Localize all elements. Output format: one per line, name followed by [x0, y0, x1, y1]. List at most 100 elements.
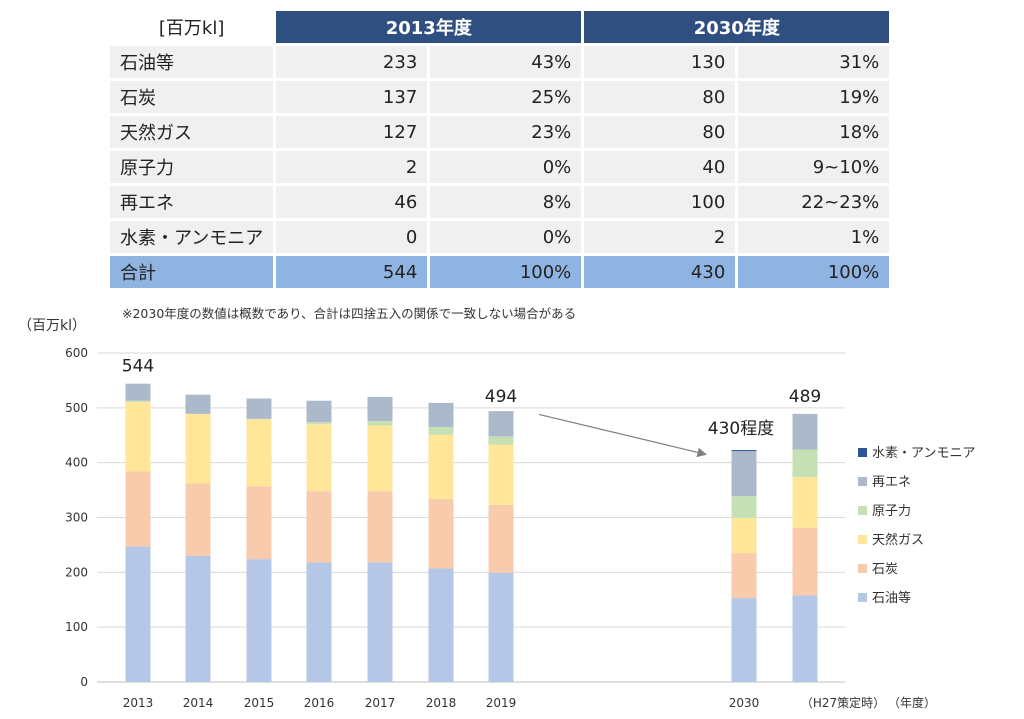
value-2013: 233	[276, 46, 428, 78]
legend-swatch	[858, 593, 867, 602]
x-tick-label: 2015	[244, 696, 275, 710]
value-2030: 80	[584, 116, 736, 148]
y-axis-unit-label: （百万kl）	[18, 318, 86, 334]
total-value-label: 544	[122, 357, 154, 377]
x-tick-label: 2018	[426, 696, 457, 710]
bar-segment	[185, 483, 211, 556]
trend-arrow	[538, 413, 707, 458]
value-2013: 127	[276, 116, 428, 148]
legend-swatch	[858, 564, 867, 573]
bar-segment	[246, 486, 272, 560]
table-row: 再エネ 46 8% 100 22~23%	[110, 186, 890, 218]
x-tick-label: 2013	[123, 696, 154, 710]
total-share-2013: 100%	[430, 256, 582, 288]
row-label: 再エネ	[110, 186, 274, 218]
share-2030: 19%	[738, 81, 890, 113]
legend-label: 天然ガス	[872, 532, 924, 548]
bar-segment	[488, 504, 514, 573]
bar-segment	[185, 394, 211, 414]
bar-segment	[125, 546, 151, 682]
bar-segment	[731, 518, 757, 554]
share-2030: 9~10%	[738, 151, 890, 183]
x-tick-label: 2016	[304, 696, 335, 710]
share-2030: 22~23%	[738, 186, 890, 218]
bar-segment	[488, 436, 514, 445]
bar-segment	[792, 413, 818, 450]
bar-segment	[792, 595, 818, 682]
value-2013: 137	[276, 81, 428, 113]
value-2030: 100	[584, 186, 736, 218]
bar-segment	[246, 419, 272, 487]
bar-segment	[185, 555, 211, 682]
bar-segment	[246, 398, 272, 419]
table-row: 水素・アンモニア 0 0% 2 1%	[110, 221, 890, 253]
value-2030: 80	[584, 81, 736, 113]
share-2013: 0%	[430, 221, 582, 253]
total-value-2013: 544	[276, 256, 428, 288]
total-value-label: 494	[485, 387, 517, 407]
x-axis-unit-label: （年度）	[888, 695, 936, 710]
legend-label: 水素・アンモニア	[872, 446, 975, 461]
bar-segment	[428, 498, 454, 569]
row-label: 原子力	[110, 151, 274, 183]
value-2013: 2	[276, 151, 428, 183]
total-label: 合計	[110, 256, 274, 288]
bar-segment	[367, 420, 393, 426]
share-2030: 1%	[738, 221, 890, 253]
share-2013: 25%	[430, 81, 582, 113]
x-tick-label: （H27策定時）	[801, 695, 885, 710]
row-label: 水素・アンモニア	[110, 221, 274, 253]
y-tick-label: 600	[65, 346, 88, 360]
bar-segment	[488, 572, 514, 682]
share-2013: 23%	[430, 116, 582, 148]
y-tick-label: 300	[65, 511, 88, 525]
bar-segment	[125, 401, 151, 472]
y-tick-label: 100	[65, 620, 88, 634]
bar-segment	[125, 383, 151, 401]
bar-segment	[306, 422, 332, 425]
table-total-row: 合計 544 100% 430 100%	[110, 256, 890, 288]
bar-segment	[125, 471, 151, 547]
bar-segment	[246, 418, 272, 420]
table-unit-label: [百万kl]	[110, 11, 274, 43]
share-2013: 43%	[430, 46, 582, 78]
bar-segment	[246, 559, 272, 682]
bar-segment	[488, 444, 514, 505]
legend-swatch	[858, 477, 867, 486]
y-tick-label: 200	[65, 565, 88, 579]
bar-segment	[792, 527, 818, 596]
share-2030: 31%	[738, 46, 890, 78]
row-label: 石炭	[110, 81, 274, 113]
bar-segment	[367, 491, 393, 563]
share-2013: 0%	[430, 151, 582, 183]
bar-segment	[428, 427, 454, 435]
value-2030: 40	[584, 151, 736, 183]
bar-segment	[488, 411, 514, 437]
legend-swatch	[858, 535, 867, 544]
bar-segment	[792, 449, 818, 477]
bar-segment	[367, 396, 393, 421]
bar-segment	[731, 450, 757, 452]
x-tick-label: 2014	[183, 696, 214, 710]
header-2013: 2013年度	[276, 11, 582, 43]
row-label: 石油等	[110, 46, 274, 78]
bar-segment	[792, 476, 818, 528]
value-2030: 2	[584, 221, 736, 253]
table-row: 天然ガス 127 23% 80 18%	[110, 116, 890, 148]
bar-segment	[306, 562, 332, 682]
row-label: 天然ガス	[110, 116, 274, 148]
legend-label: 原子力	[872, 504, 911, 519]
share-2013: 8%	[430, 186, 582, 218]
y-tick-label: 500	[65, 401, 88, 415]
bar-segment	[306, 424, 332, 492]
table-row: 原子力 2 0% 40 9~10%	[110, 151, 890, 183]
y-tick-label: 400	[65, 456, 88, 470]
energy-summary-table: [百万kl] 2013年度 2030年度 石油等 233 43% 130 31%…	[107, 8, 892, 291]
total-value-label: 430程度	[708, 419, 774, 439]
x-tick-label: 2019	[486, 696, 517, 710]
value-2030: 130	[584, 46, 736, 78]
legend-label: 再エネ	[872, 475, 911, 490]
table-row: 石油等 233 43% 130 31%	[110, 46, 890, 78]
legend-label: 石油等	[872, 590, 911, 606]
share-2030: 18%	[738, 116, 890, 148]
